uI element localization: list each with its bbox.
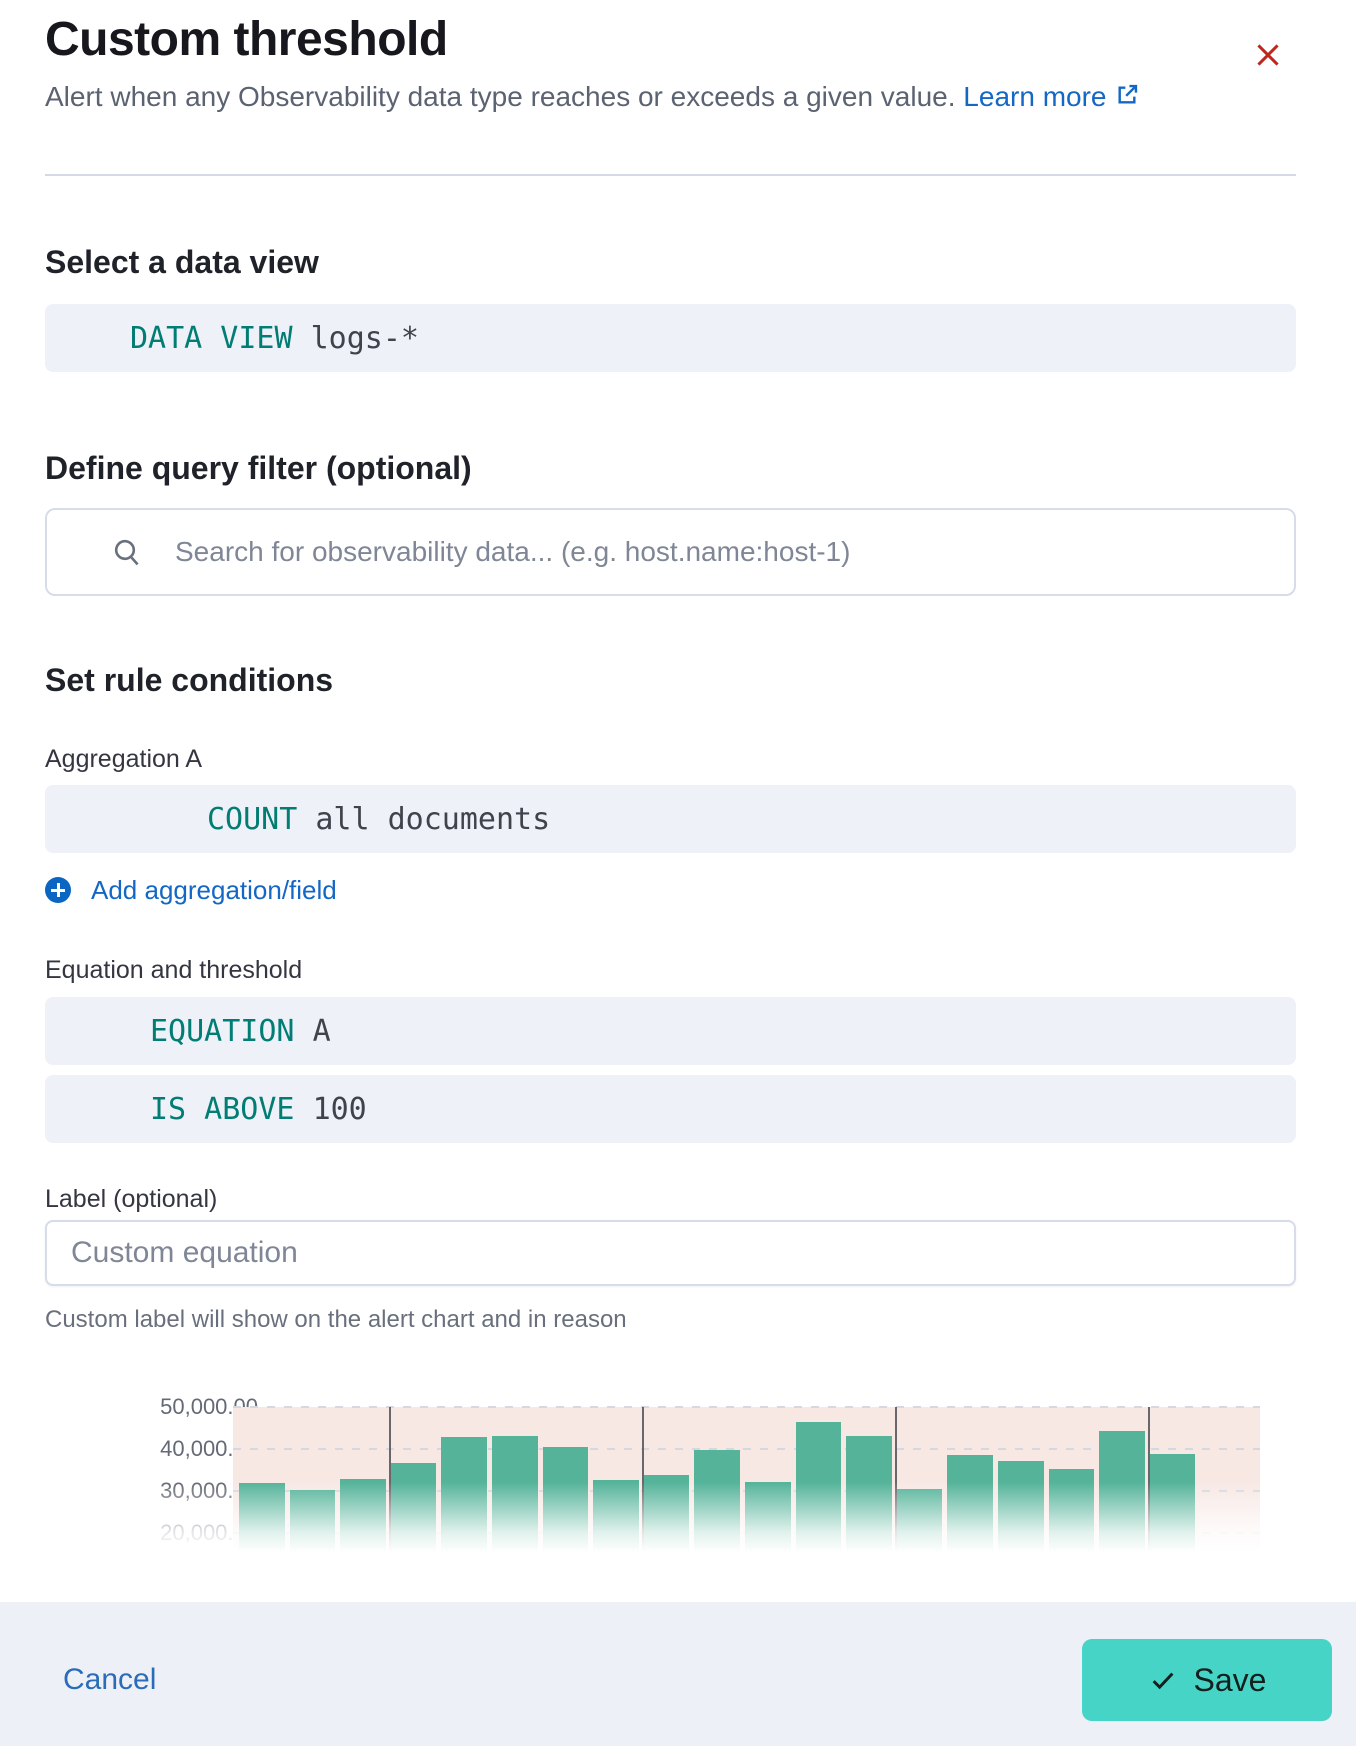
query-filter-input[interactable] <box>45 508 1296 596</box>
chart-gridline <box>233 1406 1260 1408</box>
add-aggregation-button[interactable]: Add aggregation/field <box>45 875 337 905</box>
aggregation-value: all documents <box>315 801 551 837</box>
learn-more-link[interactable]: Learn more <box>963 81 1107 112</box>
aggregation-keyword: COUNT <box>207 801 316 837</box>
save-button-label: Save <box>1193 1661 1267 1698</box>
chart-bar <box>694 1449 740 1552</box>
save-button[interactable]: Save <box>1082 1639 1332 1721</box>
rule-conditions-heading: Set rule conditions <box>45 662 334 698</box>
chart-bar <box>1099 1431 1145 1552</box>
description-text: Alert when any Observability data type r… <box>45 81 956 112</box>
rule-preview-chart: 20,000.00 30,000.00 40,000.00 50,000.00 <box>45 1385 1296 1552</box>
chart-bar <box>947 1454 993 1552</box>
equation-value: A <box>312 1013 331 1049</box>
custom-threshold-flyout: Custom threshold Alert when any Observab… <box>0 12 1356 1746</box>
chart-y-tick: 30,000.00 <box>160 1478 258 1503</box>
header-divider <box>45 174 1296 176</box>
threshold-expression[interactable]: IS ABOVE 100 <box>45 1075 1296 1143</box>
chart-y-tick: 20,000.00 <box>160 1520 258 1545</box>
chart-bar <box>239 1482 285 1552</box>
query-filter-searchbar <box>45 508 1296 596</box>
equation-expression[interactable]: EQUATION A <box>45 997 1296 1065</box>
chart-annotation-line <box>389 1407 392 1552</box>
threshold-keyword: IS ABOVE <box>150 1091 313 1127</box>
custom-label-help: Custom label will show on the alert char… <box>45 1306 627 1333</box>
external-link-icon <box>1114 78 1140 120</box>
equation-keyword: EQUATION <box>150 1013 313 1049</box>
flyout-footer: Cancel Save <box>0 1602 1356 1746</box>
chart-bar <box>846 1435 892 1552</box>
chart-bar <box>390 1463 437 1552</box>
chart-bar <box>745 1481 791 1552</box>
chart-y-tick: 40,000.00 <box>160 1436 258 1461</box>
data-view-keyword: DATA VIEW <box>130 320 311 356</box>
chart-plot <box>233 1406 1260 1552</box>
chart-bar <box>340 1479 386 1552</box>
data-view-heading: Select a data view <box>45 244 319 280</box>
threshold-value: 100 <box>312 1091 367 1127</box>
chart-annotation-line <box>895 1407 898 1552</box>
chart-bar <box>643 1475 690 1552</box>
chart-bar <box>441 1437 487 1552</box>
query-filter-heading: Define query filter (optional) <box>45 450 472 486</box>
chart-bar <box>998 1460 1044 1552</box>
chart-bar <box>896 1489 943 1552</box>
chart-bar <box>795 1422 842 1552</box>
chart-annotation-line <box>1148 1407 1151 1552</box>
chart-bar <box>492 1435 538 1552</box>
chart-bar <box>1149 1454 1196 1552</box>
plus-circle-icon <box>45 877 71 903</box>
data-view-value: logs-* <box>310 320 419 356</box>
add-aggregation-label: Add aggregation/field <box>91 875 337 905</box>
checkmark-icon <box>1152 1672 1173 1690</box>
flyout-description: Alert when any Observability data type r… <box>45 76 1145 120</box>
equation-threshold-label: Equation and threshold <box>45 956 303 984</box>
page-title: Custom threshold <box>45 13 448 66</box>
chart-bar <box>542 1446 589 1552</box>
data-view-expression[interactable]: DATA VIEW logs-* <box>45 304 1296 372</box>
chart-bar <box>593 1480 639 1552</box>
close-icon <box>1257 44 1279 66</box>
chart-annotation-line <box>642 1407 645 1552</box>
custom-label-label: Label (optional) <box>45 1185 218 1213</box>
chart-bar <box>289 1490 336 1552</box>
close-button[interactable] <box>1250 38 1286 74</box>
chart-y-tick: 50,000.00 <box>160 1394 258 1419</box>
aggregation-label: Aggregation A <box>45 745 203 773</box>
chart-bar <box>1048 1469 1095 1552</box>
aggregation-expression[interactable]: COUNT all documents <box>45 785 1296 853</box>
custom-label-input[interactable] <box>45 1220 1296 1286</box>
cancel-button[interactable]: Cancel <box>55 1655 164 1705</box>
